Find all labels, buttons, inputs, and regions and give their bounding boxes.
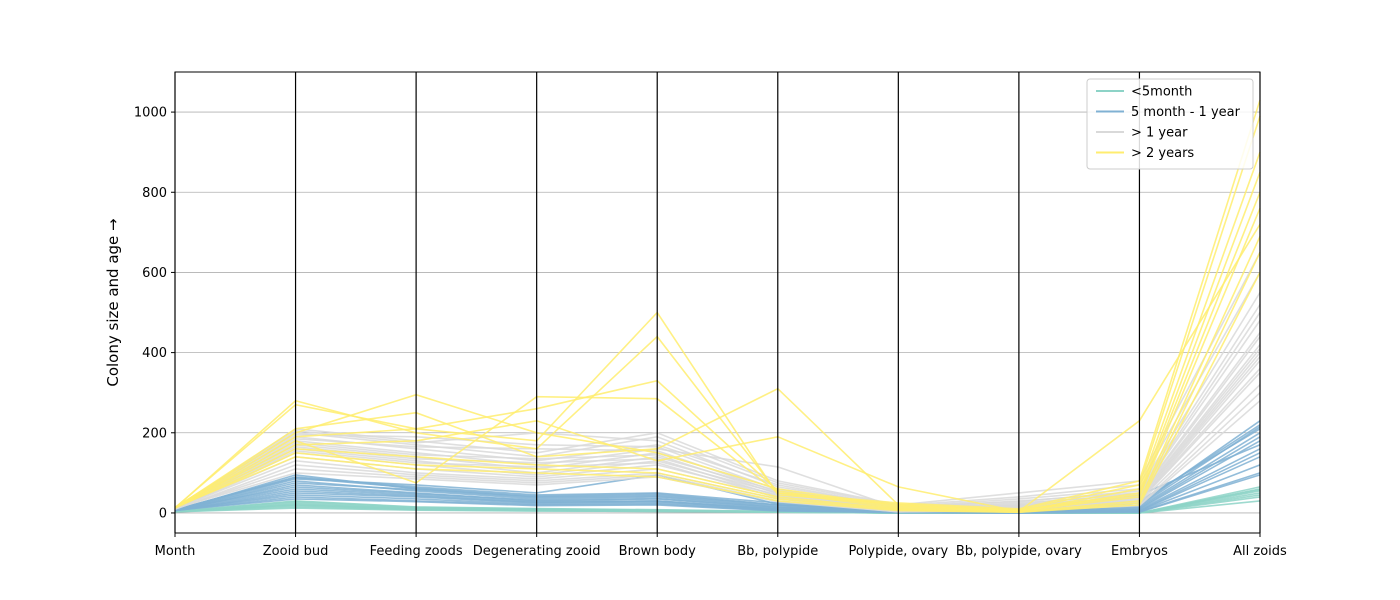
series-line (174, 320, 1261, 510)
y-tick-labels: 0 200 400 600 800 1000 (134, 106, 175, 521)
x-tick-label: Bb, polypide, ovary (956, 544, 1082, 559)
series-line (174, 474, 1261, 514)
series-line (174, 223, 1261, 513)
x-tick-label: Bb, polypide (737, 544, 818, 559)
legend-entry: <5month (1131, 85, 1192, 100)
y-tick-label: 1000 (134, 106, 167, 121)
legend-entry: > 1 year (1131, 126, 1188, 141)
series-line (174, 452, 1261, 514)
y-tick-label: 800 (142, 186, 167, 201)
series-line (174, 252, 1261, 514)
x-tick-label: Polypide, ovary (848, 544, 948, 559)
x-tick-label: All zoids (1233, 544, 1287, 559)
x-tick-label: Zooid bud (263, 544, 329, 559)
x-tick-labels: Month Zooid bud Feeding zoods Degenerating … (155, 533, 1287, 559)
series-line (174, 151, 1261, 512)
x-tick-label: Embryos (1111, 544, 1168, 559)
series-line (174, 368, 1261, 511)
y-axis-label: Colony size and age → (104, 218, 122, 386)
x-tick-label: Month (155, 544, 196, 559)
y-tick-label: 200 (142, 426, 167, 441)
y-tick-label: 400 (142, 346, 167, 361)
series-line (174, 272, 1261, 514)
series-line (174, 252, 1261, 510)
series-line (174, 304, 1261, 510)
series-line (174, 272, 1261, 510)
legend-entry: > 2 years (1131, 146, 1194, 161)
x-tick-label: Feeding zoods (370, 544, 463, 559)
series-group (174, 252, 1261, 513)
series-line (174, 207, 1261, 512)
legend-entry: 5 month - 1 year (1131, 105, 1241, 120)
legend-box (1086, 78, 1254, 170)
series-line (174, 115, 1261, 511)
series-group (174, 99, 1261, 514)
plot-frame (174, 71, 1261, 534)
series-line (174, 192, 1261, 512)
x-tick-label: Brown body (619, 544, 696, 559)
series-lines (174, 99, 1261, 514)
y-tick-label: 600 (142, 266, 167, 281)
y-tick-label: 0 (159, 506, 167, 521)
series-line (174, 436, 1261, 514)
legend: <5month 5 month - 1 year > 1 year > 2 years (1086, 78, 1254, 170)
series-line (174, 236, 1261, 513)
x-tick-label: Degenerating zooid (473, 544, 601, 559)
